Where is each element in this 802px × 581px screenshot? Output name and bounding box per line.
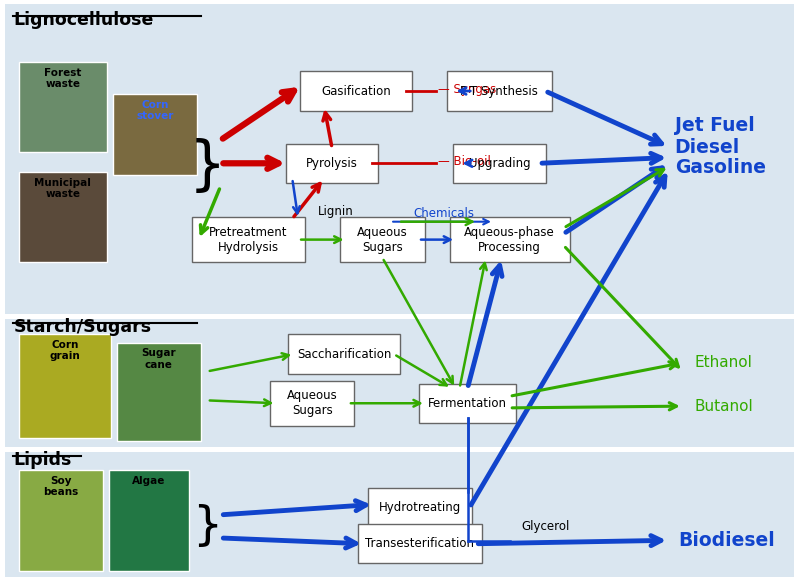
FancyBboxPatch shape: [19, 172, 107, 261]
FancyBboxPatch shape: [419, 383, 515, 423]
FancyBboxPatch shape: [452, 144, 545, 183]
Text: Saccharification: Saccharification: [297, 347, 391, 361]
Text: }: }: [188, 138, 225, 195]
FancyBboxPatch shape: [449, 217, 569, 262]
Text: Lignin: Lignin: [318, 205, 354, 218]
Text: Aqueous-phase
Processing: Aqueous-phase Processing: [464, 225, 554, 254]
FancyBboxPatch shape: [19, 62, 107, 152]
Text: Municipal
waste: Municipal waste: [34, 178, 91, 199]
Text: Upgrading: Upgrading: [468, 157, 529, 170]
FancyBboxPatch shape: [287, 335, 399, 374]
Text: Pretreatment
Hydrolysis: Pretreatment Hydrolysis: [209, 225, 287, 254]
Text: Jet Fuel: Jet Fuel: [674, 116, 754, 135]
Text: Ethanol: Ethanol: [694, 355, 751, 370]
FancyBboxPatch shape: [192, 217, 304, 262]
Text: Aqueous
Sugars: Aqueous Sugars: [356, 225, 407, 254]
Text: Fermentation: Fermentation: [427, 397, 506, 410]
Text: F-T Synthesis: F-T Synthesis: [460, 84, 537, 98]
Text: Pyrolysis: Pyrolysis: [306, 157, 358, 170]
Text: Chemicals: Chemicals: [412, 207, 473, 220]
Text: Lipids: Lipids: [14, 451, 71, 469]
Text: }: }: [192, 504, 222, 549]
Text: Lignocellulose: Lignocellulose: [14, 11, 153, 29]
FancyBboxPatch shape: [299, 71, 411, 110]
Text: — Syngas: — Syngas: [438, 83, 496, 96]
Text: Soy
beans: Soy beans: [43, 475, 79, 497]
FancyBboxPatch shape: [6, 320, 793, 447]
FancyBboxPatch shape: [19, 470, 103, 571]
Text: Corn
grain: Corn grain: [49, 340, 80, 361]
Text: Starch/Sugars: Starch/Sugars: [14, 318, 152, 336]
Text: Aqueous
Sugars: Aqueous Sugars: [286, 389, 337, 417]
Text: Butanol: Butanol: [694, 399, 752, 414]
Text: Transesterification: Transesterification: [365, 537, 474, 550]
Text: Gasification: Gasification: [321, 84, 391, 98]
Text: Gasoline: Gasoline: [674, 159, 765, 177]
FancyBboxPatch shape: [19, 334, 111, 438]
Text: Corn
stover: Corn stover: [136, 100, 173, 121]
Text: Glycerol: Glycerol: [520, 520, 569, 533]
Text: Biodiesel: Biodiesel: [678, 531, 775, 550]
Text: Forest
waste: Forest waste: [44, 68, 81, 89]
FancyBboxPatch shape: [339, 217, 424, 262]
FancyBboxPatch shape: [367, 487, 472, 527]
FancyBboxPatch shape: [117, 343, 200, 441]
FancyBboxPatch shape: [109, 470, 188, 571]
FancyBboxPatch shape: [269, 381, 354, 426]
Text: Hydrotreating: Hydrotreating: [378, 501, 460, 514]
FancyBboxPatch shape: [6, 453, 793, 577]
FancyBboxPatch shape: [286, 144, 378, 183]
Text: Sugar
cane: Sugar cane: [141, 349, 176, 370]
FancyBboxPatch shape: [6, 4, 793, 314]
Text: Diesel: Diesel: [674, 138, 739, 157]
FancyBboxPatch shape: [447, 71, 551, 110]
FancyBboxPatch shape: [113, 94, 196, 175]
Text: Algae: Algae: [132, 475, 165, 486]
FancyBboxPatch shape: [357, 524, 481, 564]
Text: — Bio-oil: — Bio-oil: [438, 155, 490, 168]
